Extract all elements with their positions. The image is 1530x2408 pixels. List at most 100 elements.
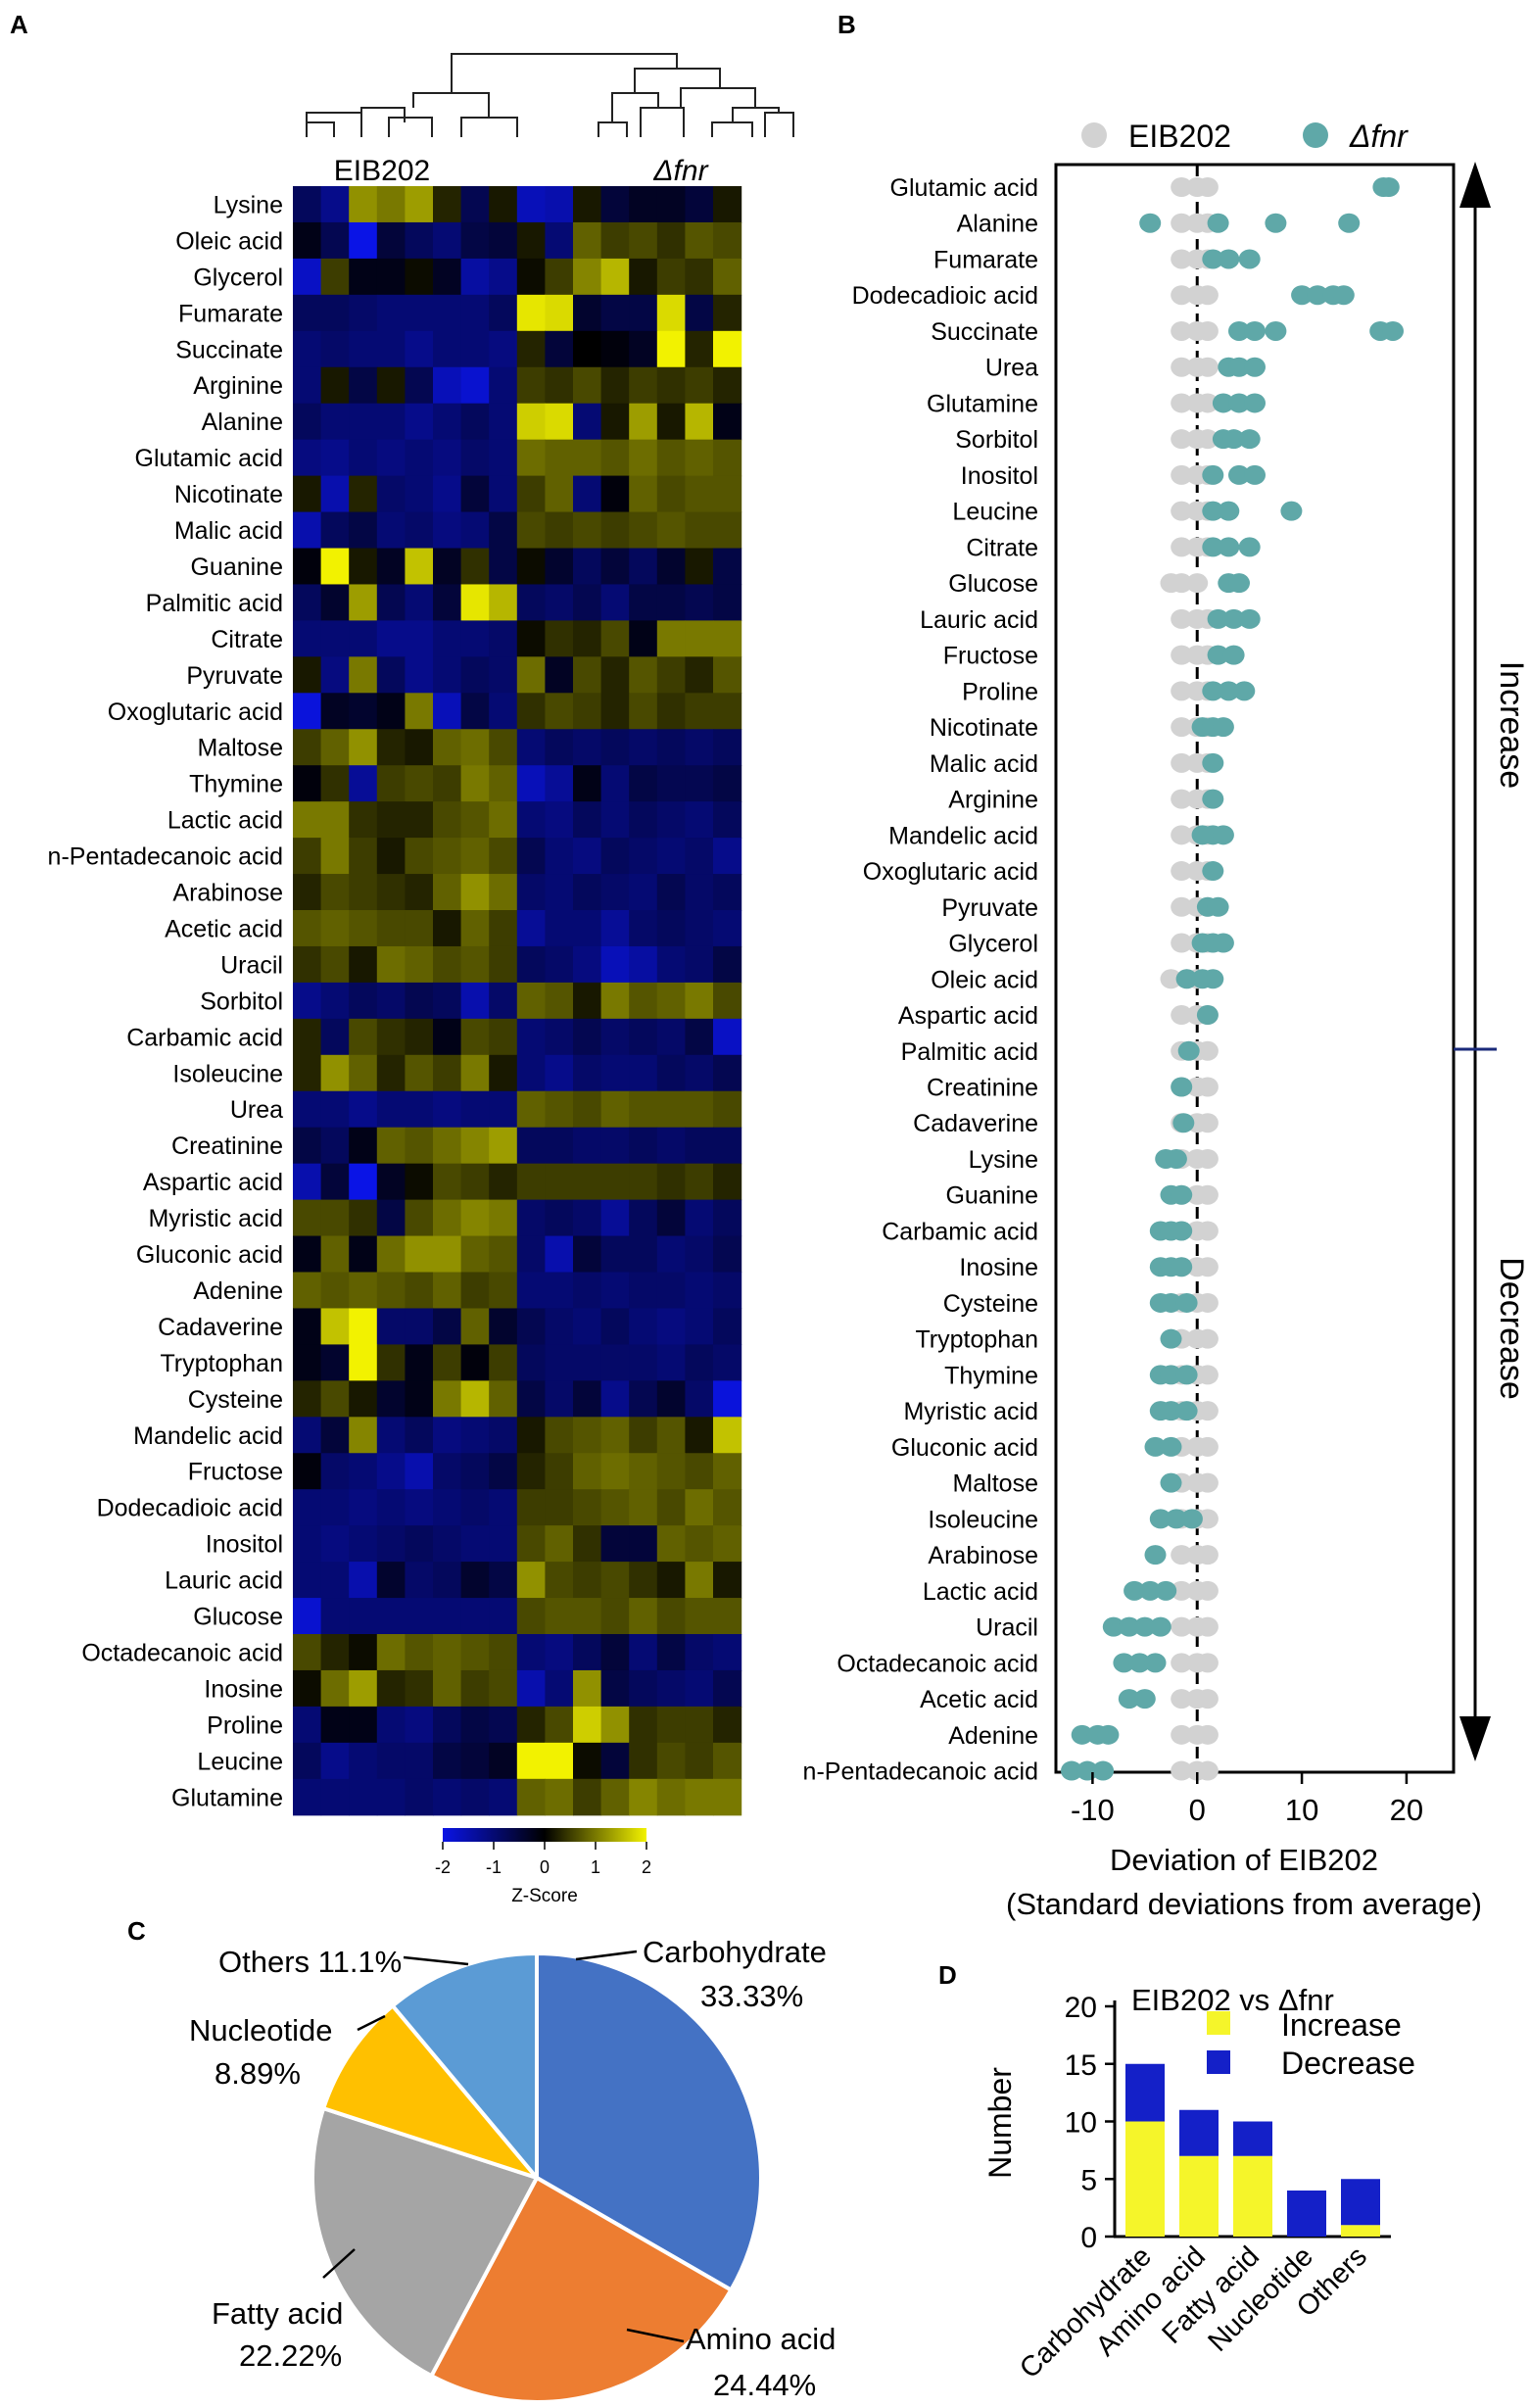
heatmap-cell	[713, 294, 742, 332]
heatmap-row-label: Palmitic acid	[146, 590, 283, 617]
heatmap-row-label: Lauric acid	[165, 1567, 283, 1595]
heatmap-row-label: Thymine	[189, 771, 283, 798]
heatmap-cell	[656, 656, 686, 694]
heatmap-cell	[376, 1453, 406, 1490]
x-axis-label-2: (Standard deviations from average)	[1006, 1887, 1482, 1921]
heatmap-cell	[489, 1380, 518, 1418]
heatmap-cell	[433, 1308, 462, 1345]
dfnr-point	[1238, 249, 1261, 269]
heatmap-cell	[460, 439, 490, 477]
bar-increase-fatty-acid	[1233, 2155, 1272, 2237]
heatmap-cell	[656, 1489, 686, 1526]
heatmap-cell	[489, 294, 518, 332]
dfnr-point	[1212, 825, 1234, 845]
heatmap-cell	[489, 765, 518, 802]
heatmap-cell	[349, 1127, 378, 1165]
heatmap-cell	[516, 1562, 546, 1599]
heatmap-cell	[656, 1742, 686, 1780]
heatmap-cell	[460, 1598, 490, 1635]
heatmap-cell	[320, 548, 350, 586]
heatmap-cell	[405, 186, 434, 223]
eib202-point	[1171, 429, 1193, 450]
heatmap-cell	[656, 584, 686, 621]
eib202-point	[1171, 357, 1193, 377]
heatmap-cell	[376, 294, 406, 332]
heatmap-cell	[713, 1453, 742, 1490]
dfnr-point	[1202, 537, 1224, 557]
dfnr-point	[1160, 1472, 1182, 1493]
heatmap-cell	[656, 765, 686, 802]
heatmap-cell	[600, 1598, 630, 1635]
dfnr-point	[1071, 1724, 1093, 1745]
heatmap-cell	[489, 1127, 518, 1165]
heatmap-cell	[376, 186, 406, 223]
heatmap-cell	[293, 1163, 322, 1201]
heatmap-cell	[489, 366, 518, 405]
eib202-point	[1171, 645, 1193, 665]
dfnr-point	[1133, 1689, 1156, 1710]
heatmap-cell	[573, 801, 602, 839]
heatmap-cell	[600, 910, 630, 947]
heatmap-cell	[433, 439, 462, 477]
heatmap-cell	[433, 584, 462, 621]
heatmap-cell	[713, 1778, 742, 1816]
group-label-dfnr: Δfnr	[652, 155, 708, 187]
heatmap-cell	[713, 258, 742, 296]
heatmap-cell	[460, 765, 490, 802]
heatmap-cell	[685, 366, 714, 405]
dfnr-point	[1133, 1616, 1156, 1637]
heatmap-cell	[629, 548, 658, 586]
heatmap-cell	[433, 765, 462, 802]
heatmap-cell	[320, 1417, 350, 1454]
heatmap-cell	[713, 221, 742, 260]
heatmap-row-label: Inositol	[206, 1531, 283, 1559]
dfnr-point	[1202, 464, 1224, 485]
dfnr-point	[1160, 1436, 1182, 1457]
heatmap-cell	[320, 186, 350, 223]
heatmap-row-label: Glutamine	[171, 1784, 283, 1811]
eib202-point	[1196, 320, 1219, 341]
heatmap-cell	[713, 982, 742, 1020]
heatmap-cell	[433, 1562, 462, 1599]
dfnr-point	[1202, 861, 1224, 882]
eib202-point	[1171, 681, 1193, 701]
heatmap-cell	[516, 620, 546, 657]
heatmap-cell	[349, 910, 378, 947]
heatmap-cell	[629, 1235, 658, 1274]
colorbar-tick-label: 0	[540, 1857, 550, 1877]
group-label-eib202: EIB202	[334, 155, 430, 187]
dfnr-point	[1207, 645, 1229, 665]
heatmap-cell	[656, 1054, 686, 1092]
bar-increase-carbohydrate	[1125, 2121, 1165, 2237]
heatmap-cell	[405, 1127, 434, 1165]
eib202-point	[1196, 393, 1219, 413]
heatmap-cell	[433, 1453, 462, 1490]
deviation-legend: EIB202 Δfnr	[1081, 119, 1409, 154]
heatmap-cell	[713, 1272, 742, 1310]
dfnr-point	[1113, 1653, 1135, 1673]
heatmap-cell	[349, 475, 378, 513]
heatmap-cell	[433, 729, 462, 766]
heatmap-cell	[713, 874, 742, 911]
pie-value-fatty-acid: 22.22%	[239, 2338, 342, 2373]
heatmap-cell	[629, 1308, 658, 1345]
heatmap-cell	[293, 1272, 322, 1310]
heatmap-cell	[600, 838, 630, 875]
deviation-row-label: Inositol	[961, 462, 1038, 490]
heatmap-row-label: Adenine	[193, 1277, 283, 1305]
heatmap-cell	[685, 1308, 714, 1345]
heatmap-cell	[629, 258, 658, 296]
heatmap-cell	[516, 1054, 546, 1092]
heatmap-cell	[349, 838, 378, 875]
heatmap-cell	[516, 1018, 546, 1056]
heatmap-cell	[713, 801, 742, 839]
heatmap-row-label: Succinate	[175, 336, 283, 363]
heatmap-cell	[460, 186, 490, 223]
heatmap-cell	[573, 548, 602, 586]
deviation-plot-panel: EIB202 Δfnr Glutamic acid Alanine Fumarate…	[803, 119, 1530, 1921]
heatmap-cell	[656, 1453, 686, 1490]
heatmap-cell	[573, 475, 602, 513]
heatmap-cell	[376, 693, 406, 730]
colorbar-tick-label: -2	[435, 1857, 451, 1877]
